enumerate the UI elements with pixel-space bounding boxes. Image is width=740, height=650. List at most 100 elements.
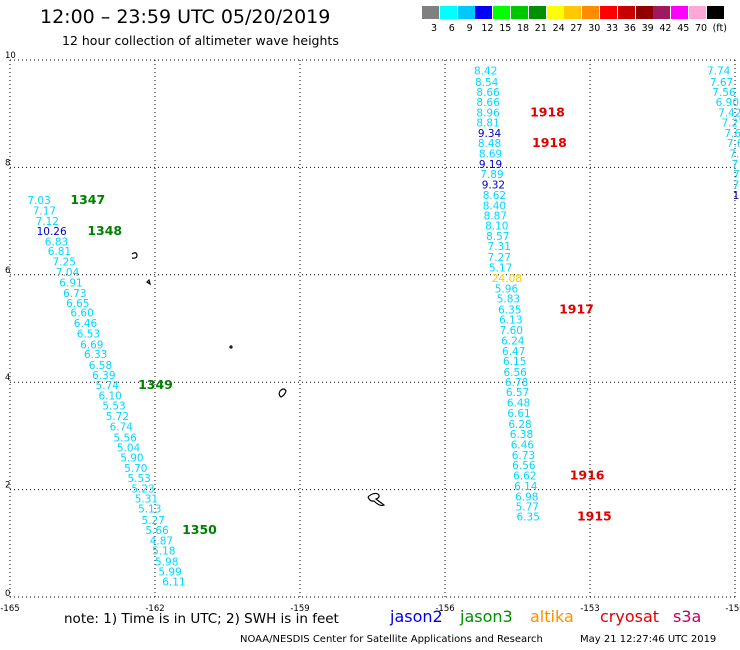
wave-height-reading: 8.62 [483,190,506,202]
pass-time-label: 1347 [70,192,105,207]
wave-height-reading: 7.56 [712,87,736,99]
satellite-cryosat: cryosat [600,607,660,626]
legend-swatch [511,6,528,19]
wave-height-reading: 6.74 [110,422,134,434]
wave-height-reading: 5.18 [152,546,175,558]
wave-height-reading: 6.46 [511,439,535,451]
legend-label: 39 [641,23,654,34]
wave-height-reading: 7. [729,149,739,161]
wave-height-reading: 7.89 [480,169,503,181]
legend-swatch [493,6,511,19]
wave-height-reading: 5.96 [495,284,519,296]
pass-time-label: 1917 [559,301,594,316]
y-tick-label: 10 [5,51,16,61]
x-tick-label: -153 [580,604,599,614]
wave-height-reading: 5.90 [120,453,143,465]
legend-label: 45 [677,23,690,34]
island-shape [278,388,287,398]
wave-height-reading: 7.31 [488,241,511,253]
legend-label: 36 [623,23,636,34]
footer-note: note: 1) Time is in UTC; 2) SWH is in fe… [64,611,339,627]
wave-height-reading: 6.60 [70,308,93,320]
legend-label: 3 [431,23,438,34]
y-tick-label: 6 [5,266,10,276]
legend-label: 6 [448,23,455,34]
wave-height-reading: 7.25 [53,257,76,269]
wave-height-reading: 6.91 [59,278,82,290]
island-shape [229,345,233,349]
wave-height-reading: 6.15 [503,356,526,368]
wave-height-reading: 7.12 [36,216,59,228]
legend-swatch [564,6,582,19]
wave-height-reading: 6.83 [45,236,68,248]
legend-label: 12 [481,23,494,34]
island-shape [146,278,151,286]
wave-height-reading: 6.46 [74,318,98,330]
wave-height-reading: 6.48 [507,397,530,409]
satellite-altika: altika [530,607,574,626]
wave-height-reading: 5.98 [155,556,178,568]
wave-height-reading: 6.28 [508,419,531,431]
x-tick-label: -162 [145,604,164,614]
wave-height-reading: 6.81 [48,246,71,258]
wave-height-reading: 8.10 [485,221,508,233]
wave-height-reading: 5.31 [135,493,158,505]
wave-height-reading: 6.53 [77,329,100,341]
page-subtitle: 12 hour collection of altimeter wave hei… [62,33,339,48]
legend-swatch [457,6,475,19]
pass-time-label: 1918 [532,135,567,150]
wave-height-reading: 7.74 [707,65,731,77]
wave-height-reading: 5.53 [102,401,125,413]
wave-height-reading: 7 [732,159,739,171]
legend-swatch [422,6,439,19]
legend-swatch [439,6,457,19]
legend-swatch [582,6,600,19]
legend-swatch [600,6,617,19]
x-tick-label: -156 [435,604,454,614]
wave-height-reading: 7.03 [27,195,50,207]
wave-height-reading: 8.69 [479,149,502,161]
wave-height-reading: 6.78 [505,377,528,389]
x-tick-label: -159 [290,604,309,614]
wave-height-reading: 6.61 [507,408,530,420]
track-east: 8.428.548.668.668.968.819.348.488.699.19… [474,65,612,523]
wave-height-reading: 5.66 [145,525,169,537]
wave-height-reading: 8.96 [476,107,500,119]
pass-time-label: 1918 [530,104,565,119]
wave-height-reading: 7.27 [721,118,740,130]
wave-height-reading: 8.40 [483,200,506,212]
legend-label: 9 [466,23,473,34]
wave-height-reading: 7.6 [727,138,740,150]
satellite-jason3: jason3 [460,607,513,626]
pass-time-label: 1349 [138,377,173,392]
legend-unit: (ft) [712,23,727,34]
wave-height-reading: 4.87 [150,535,173,547]
legend-label: 33 [606,23,619,34]
wave-height-reading: 8.66 [476,97,500,109]
wave-height-reading: 5.53 [127,473,150,485]
wave-height-reading: 8.48 [478,138,501,150]
wave-height-reading: 6.69 [80,339,103,351]
wave-height-reading: 8.81 [476,118,499,130]
island-shape [131,252,138,259]
wave-height-reading: 6.58 [89,360,112,372]
legend-swatch [689,6,706,19]
wave-height-reading: 5.77 [516,502,539,514]
track-west: 7.037.177.1210.266.836.817.257.046.916.7… [27,192,217,589]
wave-height-reading: 6.35 [498,304,521,316]
wave-height-reading: 6.90 [716,97,739,109]
wave-height-reading: 6.24 [501,336,525,348]
wave-height-reading: 7 [733,179,740,191]
legend-label: 70 [695,23,708,34]
wave-height-reading: 7.42 [718,107,740,119]
legend-label: 42 [659,23,672,34]
islands [131,252,386,507]
wave-height-reading: 24.08 [492,273,522,285]
satellite-s3a: s3a [673,607,702,626]
wave-height-reading: 9.34 [478,128,502,140]
wave-height-reading: 7.67 [710,77,733,89]
legend-label: 18 [517,23,530,34]
wave-height-reading: 6.47 [502,346,525,358]
wave-height-reading: 7.17 [33,206,56,218]
